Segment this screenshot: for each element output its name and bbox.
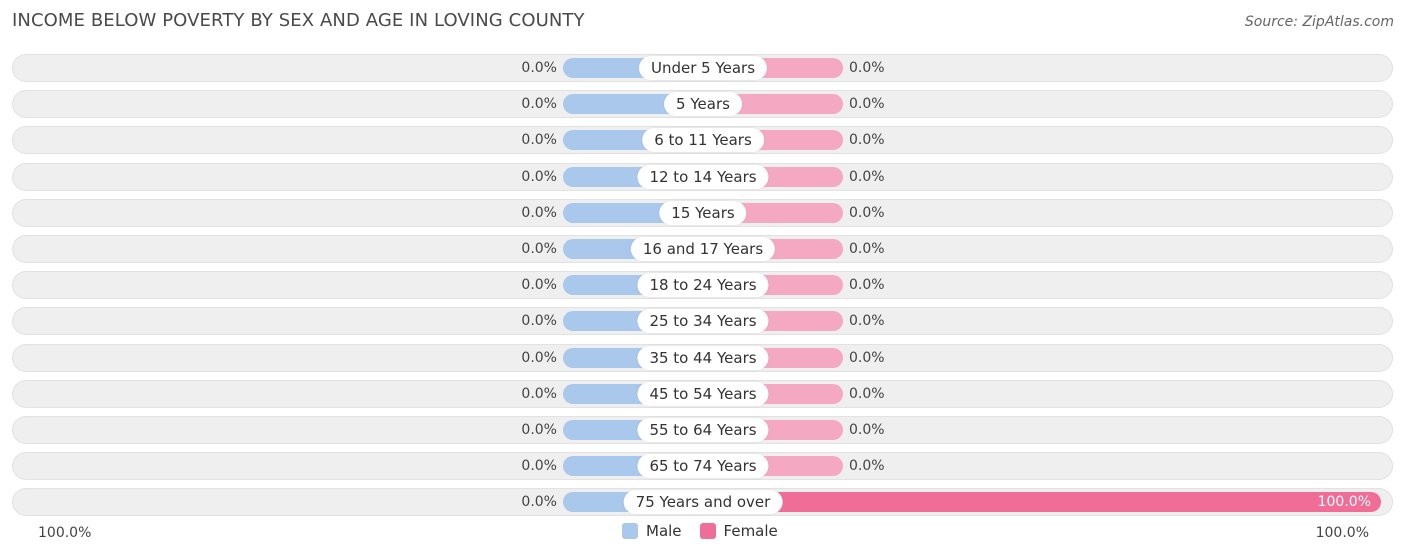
category-label: 25 to 34 Years — [637, 309, 769, 334]
value-label-male: 0.0% — [521, 96, 557, 113]
legend: Male Female — [622, 522, 796, 540]
value-label-male: 0.0% — [521, 349, 557, 366]
value-label-male: 0.0% — [521, 458, 557, 475]
category-label: 65 to 74 Years — [637, 454, 769, 479]
value-label-male: 0.0% — [521, 277, 557, 294]
category-label: 5 Years — [664, 92, 742, 117]
value-label-female: 0.0% — [849, 204, 885, 221]
legend-swatch-female — [699, 523, 716, 539]
category-label: 55 to 64 Years — [637, 418, 769, 442]
value-label-female: 0.0% — [849, 277, 885, 294]
value-label-female: 0.0% — [849, 241, 885, 257]
value-label-female: 0.0% — [849, 349, 885, 366]
category-label: 45 to 54 Years — [637, 381, 769, 406]
category-label: 12 to 14 Years — [637, 164, 769, 189]
category-label: 18 to 24 Years — [637, 273, 769, 298]
legend-item-female: Female — [699, 522, 778, 540]
bar-female — [703, 492, 1381, 513]
value-label-female: 0.0% — [849, 96, 885, 113]
value-label-female: 0.0% — [849, 313, 885, 330]
category-label: Under 5 Years — [638, 56, 768, 80]
value-label-male: 0.0% — [521, 494, 557, 511]
value-label-male: 0.0% — [521, 422, 557, 438]
value-label-male: 0.0% — [521, 204, 557, 221]
category-label: 75 Years and over — [623, 490, 783, 515]
axis-label-left: 100.0% — [38, 525, 92, 541]
value-label-male: 0.0% — [521, 168, 557, 185]
category-label: 15 Years — [659, 200, 747, 225]
legend-item-male: Male — [622, 522, 682, 540]
legend-label-female: Female — [723, 522, 778, 540]
value-label-female: 0.0% — [849, 60, 885, 76]
value-label-female: 0.0% — [849, 385, 885, 402]
axis-label-right: 100.0% — [1315, 525, 1369, 541]
value-label-female: 0.0% — [849, 132, 885, 149]
value-label-female: 100.0% — [1317, 494, 1371, 511]
value-label-male: 0.0% — [521, 60, 557, 76]
legend-swatch-male — [622, 523, 638, 539]
category-label: 35 to 44 Years — [637, 345, 769, 370]
chart-title: INCOME BELOW POVERTY BY SEX AND AGE IN L… — [12, 10, 585, 31]
value-label-male: 0.0% — [521, 313, 557, 330]
value-label-female: 0.0% — [849, 422, 885, 438]
value-label-female: 0.0% — [849, 458, 885, 475]
value-label-male: 0.0% — [521, 241, 557, 257]
value-label-female: 0.0% — [849, 168, 885, 185]
value-label-male: 0.0% — [521, 132, 557, 149]
category-label: 6 to 11 Years — [642, 128, 764, 153]
legend-label-male: Male — [646, 522, 682, 540]
category-label: 16 and 17 Years — [630, 237, 776, 261]
source-label: Source: ZipAtlas.com — [1244, 14, 1394, 30]
value-label-male: 0.0% — [521, 385, 557, 402]
